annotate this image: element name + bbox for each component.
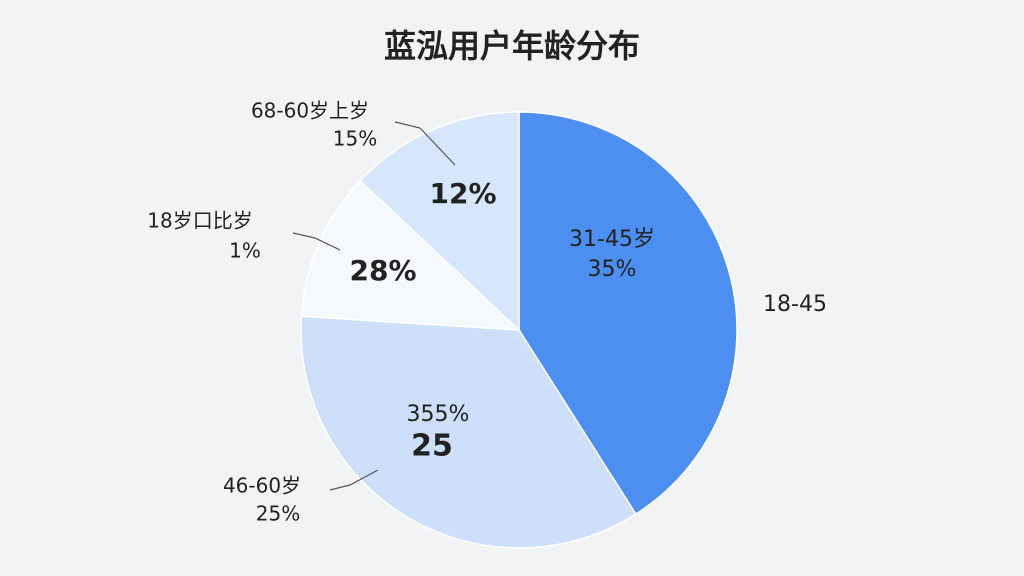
pie-slice xyxy=(300,179,522,331)
annotation: 15% xyxy=(333,127,377,151)
annotation: 25 xyxy=(411,429,453,464)
annotation: 355% xyxy=(407,402,470,427)
annotation: 35% xyxy=(588,257,637,282)
annotation: 1% xyxy=(229,239,261,263)
pie-slice xyxy=(359,111,520,332)
chart-title: 蓝泓用户年龄分布 xyxy=(384,27,640,65)
pie-slice xyxy=(518,111,738,516)
annotation: 12% xyxy=(429,177,496,210)
pie xyxy=(300,111,738,549)
category-label: 31-45岁 xyxy=(569,227,655,252)
annotation: 28% xyxy=(349,254,416,287)
annotation: 18-45 xyxy=(763,292,827,317)
annotation: 25% xyxy=(256,502,300,526)
category-label: 18岁口比岁 xyxy=(147,209,252,233)
leader-lines xyxy=(292,121,456,491)
pie-slice xyxy=(300,315,637,549)
category-label: 46-60岁 xyxy=(223,474,301,498)
category-label: 68-60岁上岁 xyxy=(251,99,369,123)
